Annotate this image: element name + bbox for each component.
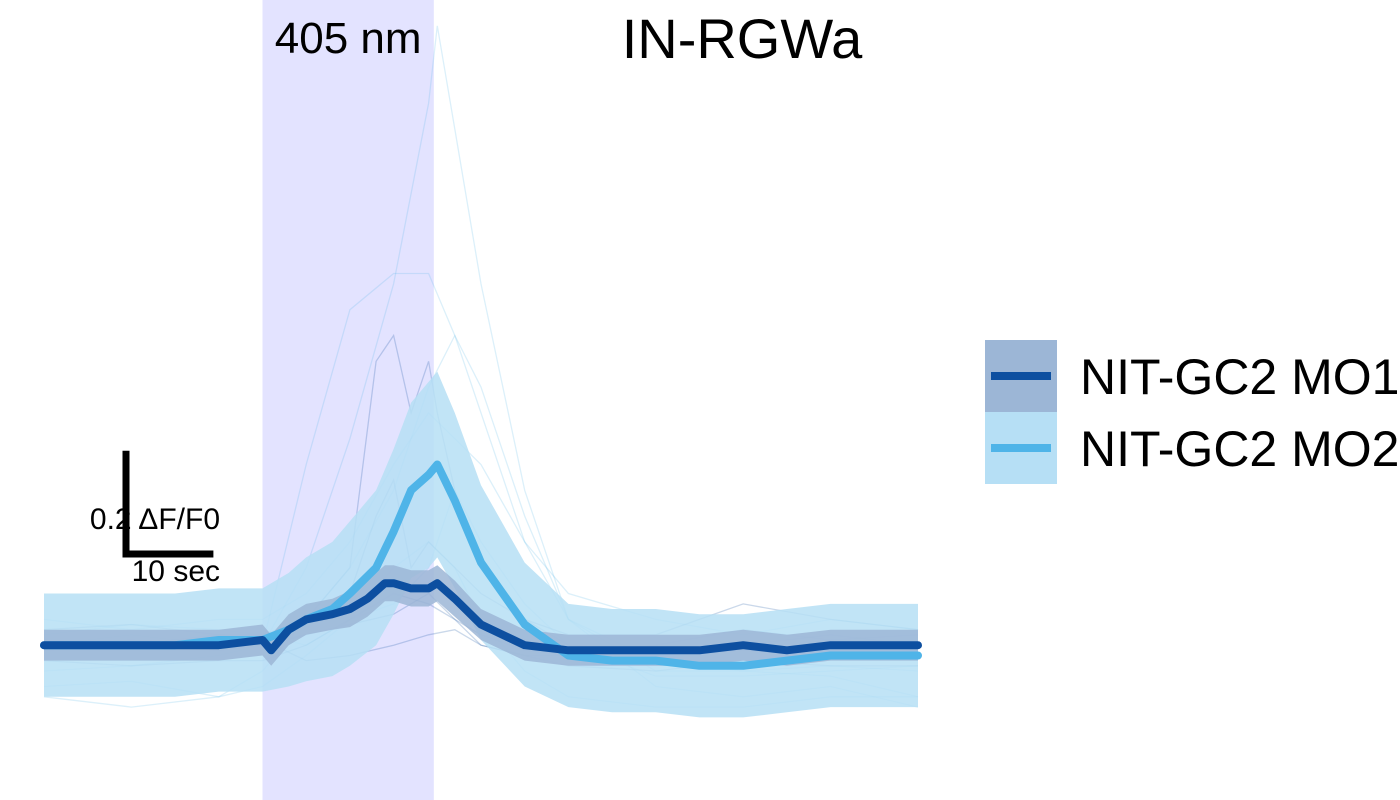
scale-bar: 0.2 ΔF/F0 10 sec (90, 450, 220, 588)
sem-bands-layer (44, 371, 918, 718)
scale-bar-x-label: 10 sec (132, 555, 220, 588)
mean-line-nit-gc2-mo1 (40, 579, 922, 655)
legend-label-nit-gc2-mo2: NIT-GC2 MO2 (1080, 421, 1399, 477)
scale-bar-y-label: 0.2 ΔF/F0 (90, 503, 220, 536)
chart-title: IN-RGWa (622, 7, 863, 70)
stimulus-label: 405 nm (275, 14, 422, 63)
legend: NIT-GC2 MO1 NIT-GC2 MO2 (985, 340, 1399, 484)
mean-lines-layer (40, 460, 922, 670)
legend-label-nit-gc2-mo1: NIT-GC2 MO1 (1080, 349, 1399, 405)
